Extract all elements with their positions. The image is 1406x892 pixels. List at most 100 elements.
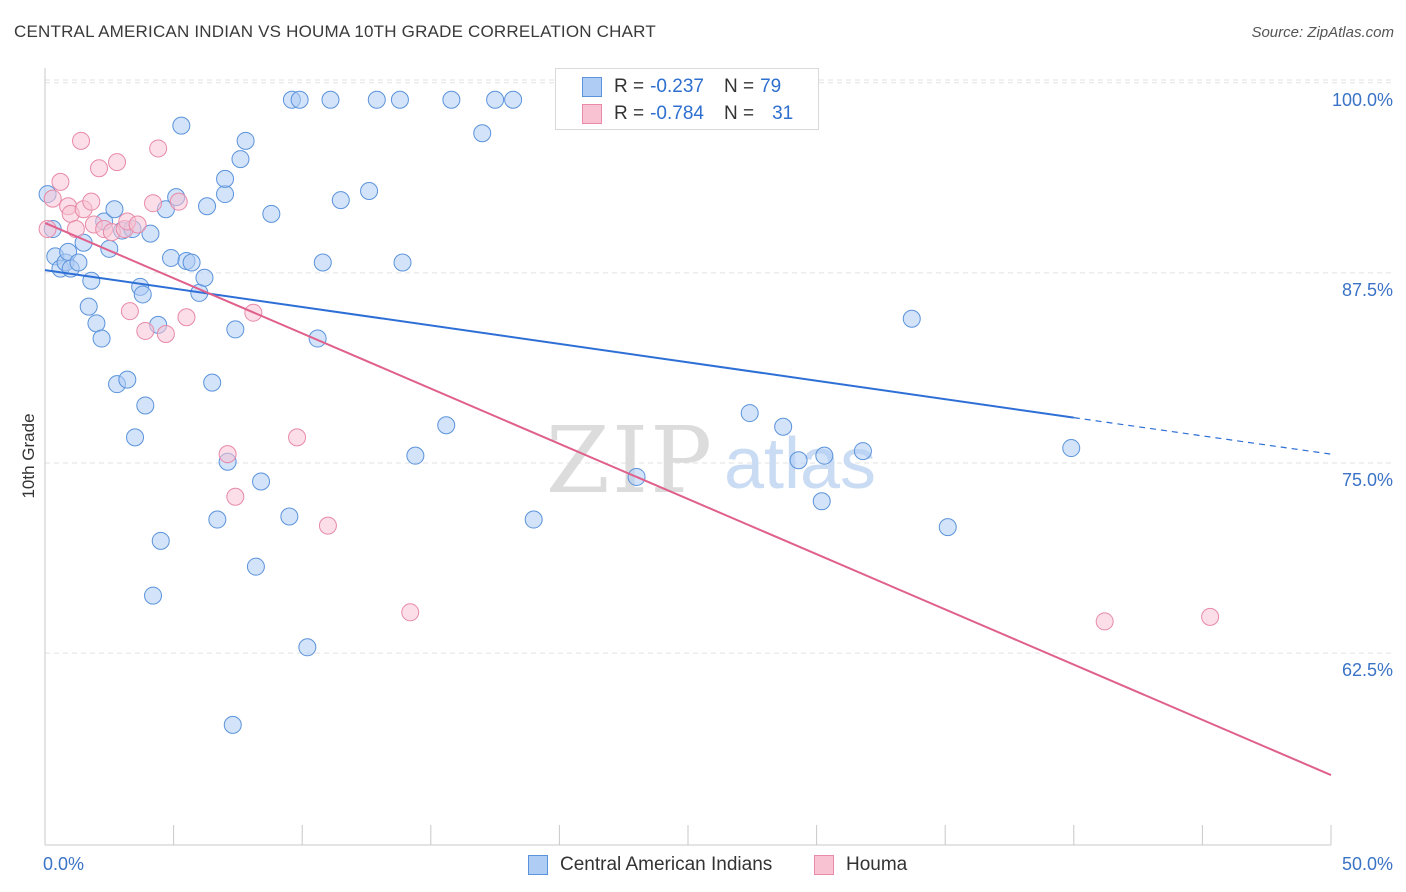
point-central-american-indians: [92, 329, 111, 348]
point-houma: [120, 302, 139, 321]
point-houma: [51, 172, 70, 191]
point-central-american-indians: [82, 271, 101, 290]
x-tick-label: 50.0%: [1342, 854, 1393, 874]
point-houma: [169, 192, 188, 211]
legend-r-value: -0.237: [650, 76, 704, 97]
point-central-american-indians: [486, 90, 505, 109]
x-tick-label: 0.0%: [43, 854, 84, 874]
point-houma: [401, 603, 420, 622]
point-central-american-indians: [252, 472, 271, 491]
point-central-american-indians: [195, 268, 214, 287]
point-central-american-indians: [226, 320, 245, 339]
point-central-american-indians: [87, 314, 106, 333]
point-houma: [144, 194, 163, 213]
point-central-american-indians: [504, 90, 523, 109]
point-central-american-indians: [223, 715, 242, 734]
point-houma: [108, 153, 127, 172]
point-houma: [288, 428, 307, 447]
point-central-american-indians: [774, 417, 793, 436]
point-houma: [72, 131, 91, 150]
point-central-american-indians: [133, 285, 152, 304]
point-houma: [177, 308, 196, 327]
point-central-american-indians: [79, 297, 98, 316]
legend-r-label: R =: [614, 76, 645, 97]
point-central-american-indians: [393, 253, 412, 272]
point-central-american-indians: [236, 131, 255, 150]
point-houma: [1095, 612, 1114, 631]
legend-swatch-blue: [582, 77, 602, 97]
legend-n-label: N =: [723, 76, 755, 97]
point-central-american-indians: [151, 531, 170, 550]
point-central-american-indians: [246, 557, 265, 576]
point-central-american-indians: [524, 510, 543, 529]
point-central-american-indians: [203, 373, 222, 392]
point-houma: [318, 516, 337, 535]
legend-label: Central American Indians: [560, 854, 773, 875]
point-central-american-indians: [390, 90, 409, 109]
point-houma: [38, 220, 57, 239]
point-central-american-indians: [789, 451, 808, 470]
point-central-american-indians: [442, 90, 461, 109]
trend-line-houma: [44, 222, 1332, 776]
legend-r-label: R =: [614, 103, 645, 124]
point-central-american-indians: [1062, 439, 1081, 458]
point-central-american-indians: [406, 446, 425, 465]
legend-row-pink: R = -0.784 N = 31: [582, 100, 793, 128]
legend-swatch-pink: [814, 855, 834, 875]
point-central-american-indians: [313, 253, 332, 272]
point-central-american-indians: [437, 416, 456, 435]
point-central-american-indians: [308, 329, 327, 348]
point-central-american-indians: [321, 90, 340, 109]
point-central-american-indians: [231, 150, 250, 169]
point-central-american-indians: [938, 518, 957, 537]
point-houma: [226, 487, 245, 506]
point-central-american-indians: [815, 446, 834, 465]
point-central-american-indians: [290, 90, 309, 109]
point-houma: [1201, 607, 1220, 626]
y-axis-label: 10th Grade: [19, 413, 38, 498]
point-central-american-indians: [216, 169, 235, 188]
point-central-american-indians: [853, 442, 872, 461]
legend-row-blue: R = -0.237 N = 79: [582, 73, 781, 101]
point-houma: [82, 192, 101, 211]
point-central-american-indians: [740, 404, 759, 423]
y-tick-label: 62.5%: [1342, 660, 1393, 680]
point-central-american-indians: [118, 370, 137, 389]
chart-title: CENTRAL AMERICAN INDIAN VS HOUMA 10TH GR…: [14, 22, 656, 41]
point-houma: [149, 139, 168, 158]
point-central-american-indians: [331, 191, 350, 210]
legend-n-label: N =: [723, 103, 755, 124]
point-houma: [90, 159, 109, 178]
point-central-american-indians: [198, 197, 217, 216]
point-houma: [66, 220, 85, 239]
point-central-american-indians: [298, 638, 317, 657]
point-central-american-indians: [208, 510, 227, 529]
point-houma: [156, 324, 175, 343]
point-central-american-indians: [144, 586, 163, 605]
legend-n-value: 79: [760, 76, 782, 97]
legend-n-value: 31: [772, 103, 794, 124]
chart-source: Source: ZipAtlas.com: [1251, 24, 1394, 41]
trend-line-extension: [1073, 417, 1332, 455]
point-houma: [218, 445, 237, 464]
legend-r-value: -0.784: [650, 103, 704, 124]
point-central-american-indians: [216, 185, 235, 204]
point-central-american-indians: [280, 507, 299, 526]
y-tick-label: 75.0%: [1342, 470, 1393, 490]
series-legend-houma: Houma: [814, 852, 907, 878]
point-central-american-indians: [141, 224, 160, 243]
point-central-american-indians: [69, 253, 88, 272]
point-central-american-indians: [902, 309, 921, 328]
legend-swatch-pink: [582, 104, 602, 124]
point-central-american-indians: [105, 200, 124, 219]
series-legend-central-american-indians: Central American Indians: [528, 852, 772, 878]
legend-swatch-blue: [528, 855, 548, 875]
watermark-zip: ZIP: [546, 407, 714, 514]
point-central-american-indians: [172, 116, 191, 135]
point-central-american-indians: [367, 90, 386, 109]
legend-label: Houma: [846, 854, 908, 875]
stats-legend: R = -0.237 N = 79 R = -0.784 N = 31: [555, 68, 819, 130]
trend-line-central-american-indians: [44, 269, 1074, 419]
point-central-american-indians: [126, 428, 145, 447]
